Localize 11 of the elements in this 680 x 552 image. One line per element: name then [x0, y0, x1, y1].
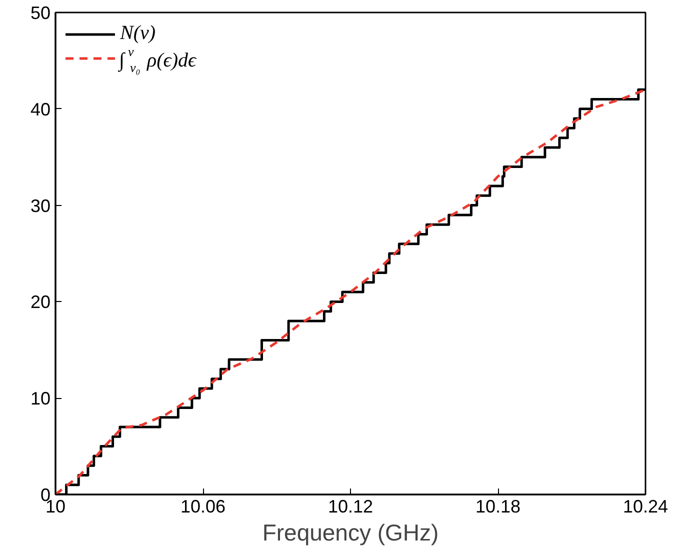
y-tick-label: 10 — [30, 388, 51, 409]
x-tick-label: 10.18 — [475, 496, 521, 516]
x-tick-label: 10.24 — [622, 496, 668, 516]
legend-label: N(ν) — [120, 22, 156, 45]
x-tick-label: 10.06 — [180, 496, 226, 516]
x-tick-label: 10.12 — [328, 496, 374, 516]
y-tick-label: 40 — [30, 99, 51, 120]
y-tick-label: 50 — [30, 3, 51, 23]
x-axis-title: Frequency (GHz) — [262, 520, 439, 546]
y-tick-label: 30 — [30, 196, 51, 216]
y-tick-label: 20 — [30, 292, 51, 312]
